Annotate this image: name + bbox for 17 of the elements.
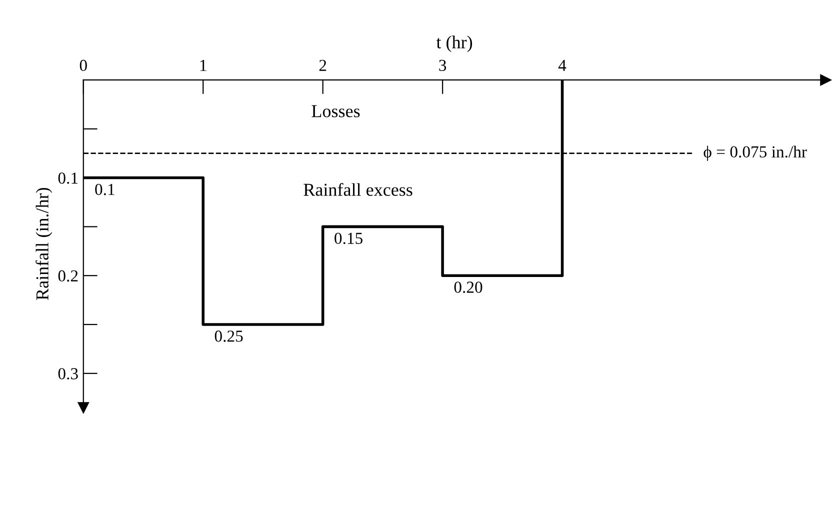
ref-line-label: ϕ = 0.075 in./hr [704,146,807,161]
data-label: 0.1 [95,184,114,196]
y-tick-label: 0.1 [58,172,78,184]
y-axis-title: Rainfall (in./hr) [36,188,52,300]
x-axis-title: t (hr) [436,36,472,52]
data-label: 0.15 [334,232,362,244]
x-tick-label: 3 [439,60,446,72]
data-label: 0.25 [214,330,243,342]
x-tick-label: 4 [558,60,566,71]
x-tick-label: 1 [200,60,206,71]
annotation: Rainfall excess [304,183,412,196]
x-tick-label: 0 [80,60,87,72]
y-tick-label: 0.2 [58,270,78,282]
data-label: 0.20 [454,282,482,293]
annotation: Losses [312,105,360,118]
y-tick-label: 0.3 [58,368,78,380]
x-tick-label: 2 [319,60,326,71]
